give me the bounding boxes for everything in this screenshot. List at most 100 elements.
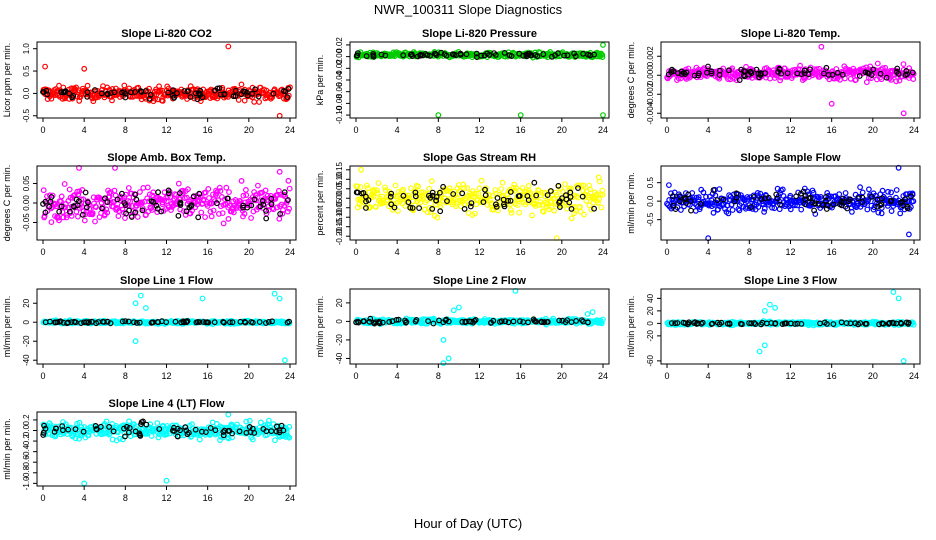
data-point-black [175,212,182,219]
y-axis-label: ml/min per min. [2,296,12,358]
data-point-black [840,195,846,202]
data-point-black [176,190,183,197]
data-point-black [143,421,150,428]
data-point-black [281,189,288,196]
data-point-black [893,320,900,327]
y-tick-label: 0.000 [646,65,655,86]
data-point-black [260,426,267,432]
data-point [144,184,151,191]
data-point-black [284,319,291,326]
data-point-black [268,428,275,435]
data-point [468,197,475,204]
data-point-black [247,429,254,436]
data-point-black [591,205,597,212]
outlier-point [600,42,606,48]
data-point [242,186,249,193]
x-tick-label: 20 [868,125,878,135]
y-tick-label: -20 [646,330,655,342]
data-point-black [133,196,140,203]
outlier-point [440,360,447,367]
data-point [56,217,62,224]
data-point [276,215,283,222]
data-point [279,210,286,217]
data-point-black [683,199,689,206]
data-point-black [856,73,863,79]
data-point [499,179,506,186]
data-point-black [263,215,270,222]
x-tick-label: 20 [557,247,567,257]
data-point-black [685,320,691,327]
x-tick-label: 0 [40,493,45,503]
data-point [168,207,174,214]
data-point-black [738,66,745,73]
data-point [117,197,124,204]
data-point [238,81,245,88]
data-point [708,197,715,203]
y-tick-label: 20 [22,298,31,307]
data-point-black [269,318,276,325]
data-point-black [150,198,156,205]
plot-frame [349,288,610,365]
data-point-black [136,432,143,438]
y-tick-label: -0.02 [335,59,344,78]
data-point [897,210,904,217]
data-point-black [758,321,764,328]
data-point-black [834,69,841,76]
data-point [162,430,169,437]
data-point-black [429,205,436,212]
data-point [703,193,709,200]
data-point-black [670,193,676,200]
data-point [814,193,821,200]
data-point [215,197,222,204]
data-point [879,187,886,194]
data-point [888,76,894,83]
data-point-black [758,196,765,202]
data-point-black [229,319,236,326]
data-point-black [677,198,683,205]
x-tick-label: 12 [161,493,171,503]
data-point-black [122,318,129,325]
data-point [59,209,66,216]
data-point-black [491,50,498,56]
data-point [395,189,402,195]
data-point [723,197,729,204]
y-tick-label: -0.10 [335,105,344,124]
data-point-black [185,88,192,94]
panel-title: Slope Li-820 Temp. [741,28,840,40]
data-point-black [128,214,135,220]
x-tick-label: 0 [40,247,45,257]
data-point [599,52,606,58]
data-point-black [507,197,514,204]
data-point-black [265,319,272,325]
data-point [240,192,247,199]
data-point-black [737,320,744,327]
y-tick-label: -0.2 [22,434,31,448]
data-point-black [101,195,108,202]
data-point [243,192,250,199]
data-point-black [192,426,199,433]
y-tick-label: -0.004 [646,101,655,124]
y-tick-label: -20 [335,334,344,346]
data-point [888,189,894,196]
data-point [58,193,65,200]
data-point-black [696,70,702,77]
outlier-point [282,357,288,364]
y-tick-label: 0.2 [22,414,31,426]
panel-title: Slope Line 2 Flow [433,275,526,287]
data-point [842,190,849,196]
data-point-black [585,51,591,58]
data-point-black [413,317,420,323]
data-point-black [429,192,436,199]
data-point [866,186,872,193]
x-tick-label: 16 [516,247,526,257]
data-point-black [903,319,910,326]
data-point [508,209,515,216]
data-point-black [118,190,125,197]
data-point [202,214,209,221]
data-point [358,202,365,209]
data-point-black [862,69,869,76]
data-point-black [699,319,706,326]
y-tick-label: 0.0 [22,87,31,99]
data-point-black [682,320,689,327]
outlier-point [450,307,457,314]
